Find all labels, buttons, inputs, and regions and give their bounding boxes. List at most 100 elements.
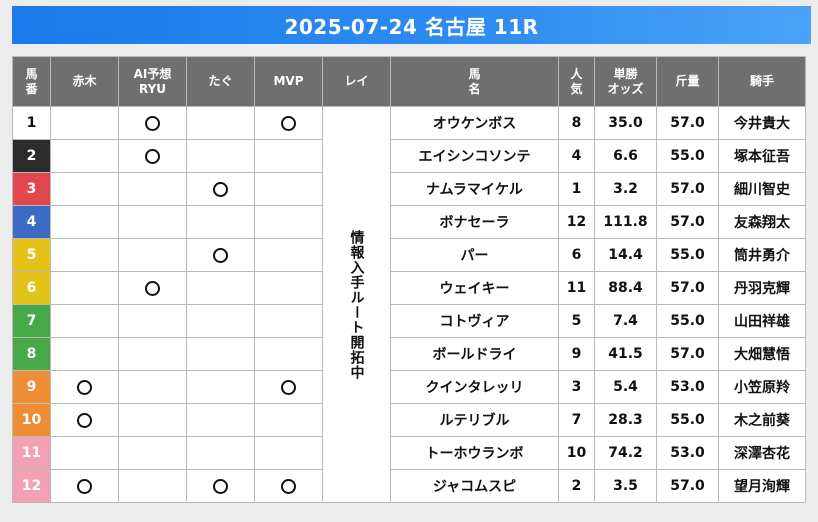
horse-number: 10 <box>12 403 51 437</box>
table-row: 5 パー 6 14.4 55.0 筒井勇介 <box>12 238 806 272</box>
horse-number: 12 <box>12 469 51 503</box>
tagu-mark <box>186 436 255 470</box>
table-row: 7 コトヴィア 5 7.4 55.0 山田祥雄 <box>12 304 806 338</box>
header-ai-ryu: AI予想 RYU <box>118 56 187 107</box>
table-row: 9 クインタレッリ 3 5.4 53.0 小笠原羚 <box>12 370 806 404</box>
circle-mark-icon <box>281 379 296 395</box>
ai-ryu-mark <box>118 205 187 239</box>
horse-number: 9 <box>12 370 51 404</box>
weight: 55.0 <box>656 403 719 437</box>
weight: 53.0 <box>656 370 719 404</box>
mvp-mark <box>254 304 323 338</box>
weight: 57.0 <box>656 271 719 305</box>
jockey-name: 筒井勇介 <box>718 238 806 272</box>
header-win-odds: 単勝 オッズ <box>594 56 657 107</box>
win-odds: 14.4 <box>594 238 657 272</box>
circle-mark-icon <box>213 247 228 263</box>
header-row: 馬番 赤木 AI予想 RYU たぐ MVP レイ 馬名 人気 単勝 オッズ 斤量 騎… <box>12 56 806 107</box>
horse-name: クインタレッリ <box>390 370 559 404</box>
circle-mark-icon <box>77 412 92 428</box>
popularity: 5 <box>558 304 595 338</box>
circle-mark-icon <box>145 280 160 296</box>
ai-ryu-mark <box>118 139 187 173</box>
tagu-mark <box>186 139 255 173</box>
mvp-mark <box>254 238 323 272</box>
akagi-mark <box>50 139 119 173</box>
horse-number: 3 <box>12 172 51 206</box>
mvp-mark <box>254 205 323 239</box>
win-odds: 3.5 <box>594 469 657 503</box>
header-akagi: 赤木 <box>50 56 119 107</box>
jockey-name: 小笠原羚 <box>718 370 806 404</box>
akagi-mark <box>50 271 119 305</box>
popularity: 4 <box>558 139 595 173</box>
popularity: 9 <box>558 337 595 371</box>
ai-ryu-mark <box>118 172 187 206</box>
weight: 53.0 <box>656 436 719 470</box>
akagi-mark <box>50 172 119 206</box>
akagi-mark <box>50 370 119 404</box>
horse-name: ナムラマイケル <box>390 172 559 206</box>
weight: 57.0 <box>656 172 719 206</box>
akagi-mark <box>50 238 119 272</box>
horse-name: オウケンボス <box>390 106 559 140</box>
ai-ryu-mark <box>118 271 187 305</box>
tagu-mark <box>186 238 255 272</box>
win-odds: 111.8 <box>594 205 657 239</box>
weight: 55.0 <box>656 304 719 338</box>
win-odds: 35.0 <box>594 106 657 140</box>
win-odds: 5.4 <box>594 370 657 404</box>
win-odds: 88.4 <box>594 271 657 305</box>
table-row: 1 情報入手ルート開拓中 オウケンボス 8 35.0 57.0 今井貴大 <box>12 106 806 503</box>
popularity: 6 <box>558 238 595 272</box>
header-weight: 斤量 <box>656 56 719 107</box>
header-popularity: 人気 <box>558 56 595 107</box>
race-table: 馬番 赤木 AI予想 RYU たぐ MVP レイ 馬名 人気 単勝 オッズ 斤量 騎… <box>12 56 806 503</box>
ai-ryu-mark <box>118 304 187 338</box>
table-row: 11 トーホウランボ 10 74.2 53.0 深澤杏花 <box>12 436 806 470</box>
ai-ryu-mark <box>118 337 187 371</box>
table-row: 2 エイシンコソンテ 4 6.6 55.0 塚本征吾 <box>12 139 806 173</box>
rei-note: 情報入手ルート開拓中 <box>322 106 391 503</box>
table-row: 6 ウェイキー 11 88.4 57.0 丹羽克輝 <box>12 271 806 305</box>
ai-ryu-mark <box>118 469 187 503</box>
mvp-mark <box>254 172 323 206</box>
horse-number: 2 <box>12 139 51 173</box>
horse-name: トーホウランボ <box>390 436 559 470</box>
akagi-mark <box>50 337 119 371</box>
mvp-mark <box>254 337 323 371</box>
akagi-mark <box>50 403 119 437</box>
weight: 57.0 <box>656 205 719 239</box>
header-umaban: 馬番 <box>12 56 51 107</box>
race-title: 2025-07-24 名古屋 11R <box>12 6 811 44</box>
horse-name: ジャコムスピ <box>390 469 559 503</box>
horse-name: ウェイキー <box>390 271 559 305</box>
horse-name: ルテリブル <box>390 403 559 437</box>
akagi-mark <box>50 106 119 140</box>
weight: 55.0 <box>656 238 719 272</box>
akagi-mark <box>50 436 119 470</box>
horse-number: 4 <box>12 205 51 239</box>
popularity: 2 <box>558 469 595 503</box>
ai-ryu-mark <box>118 403 187 437</box>
jockey-name: 塚本征吾 <box>718 139 806 173</box>
circle-mark-icon <box>77 379 92 395</box>
ai-ryu-mark <box>118 370 187 404</box>
tagu-mark <box>186 205 255 239</box>
horse-name: エイシンコソンテ <box>390 139 559 173</box>
akagi-mark <box>50 304 119 338</box>
akagi-mark <box>50 469 119 503</box>
weight: 57.0 <box>656 469 719 503</box>
popularity: 7 <box>558 403 595 437</box>
horse-number: 11 <box>12 436 51 470</box>
horse-name: コトヴィア <box>390 304 559 338</box>
win-odds: 28.3 <box>594 403 657 437</box>
horse-number: 8 <box>12 337 51 371</box>
circle-mark-icon <box>145 148 160 164</box>
tagu-mark <box>186 370 255 404</box>
win-odds: 6.6 <box>594 139 657 173</box>
ai-ryu-mark <box>118 238 187 272</box>
horse-number: 1 <box>12 106 51 140</box>
popularity: 8 <box>558 106 595 140</box>
win-odds: 74.2 <box>594 436 657 470</box>
